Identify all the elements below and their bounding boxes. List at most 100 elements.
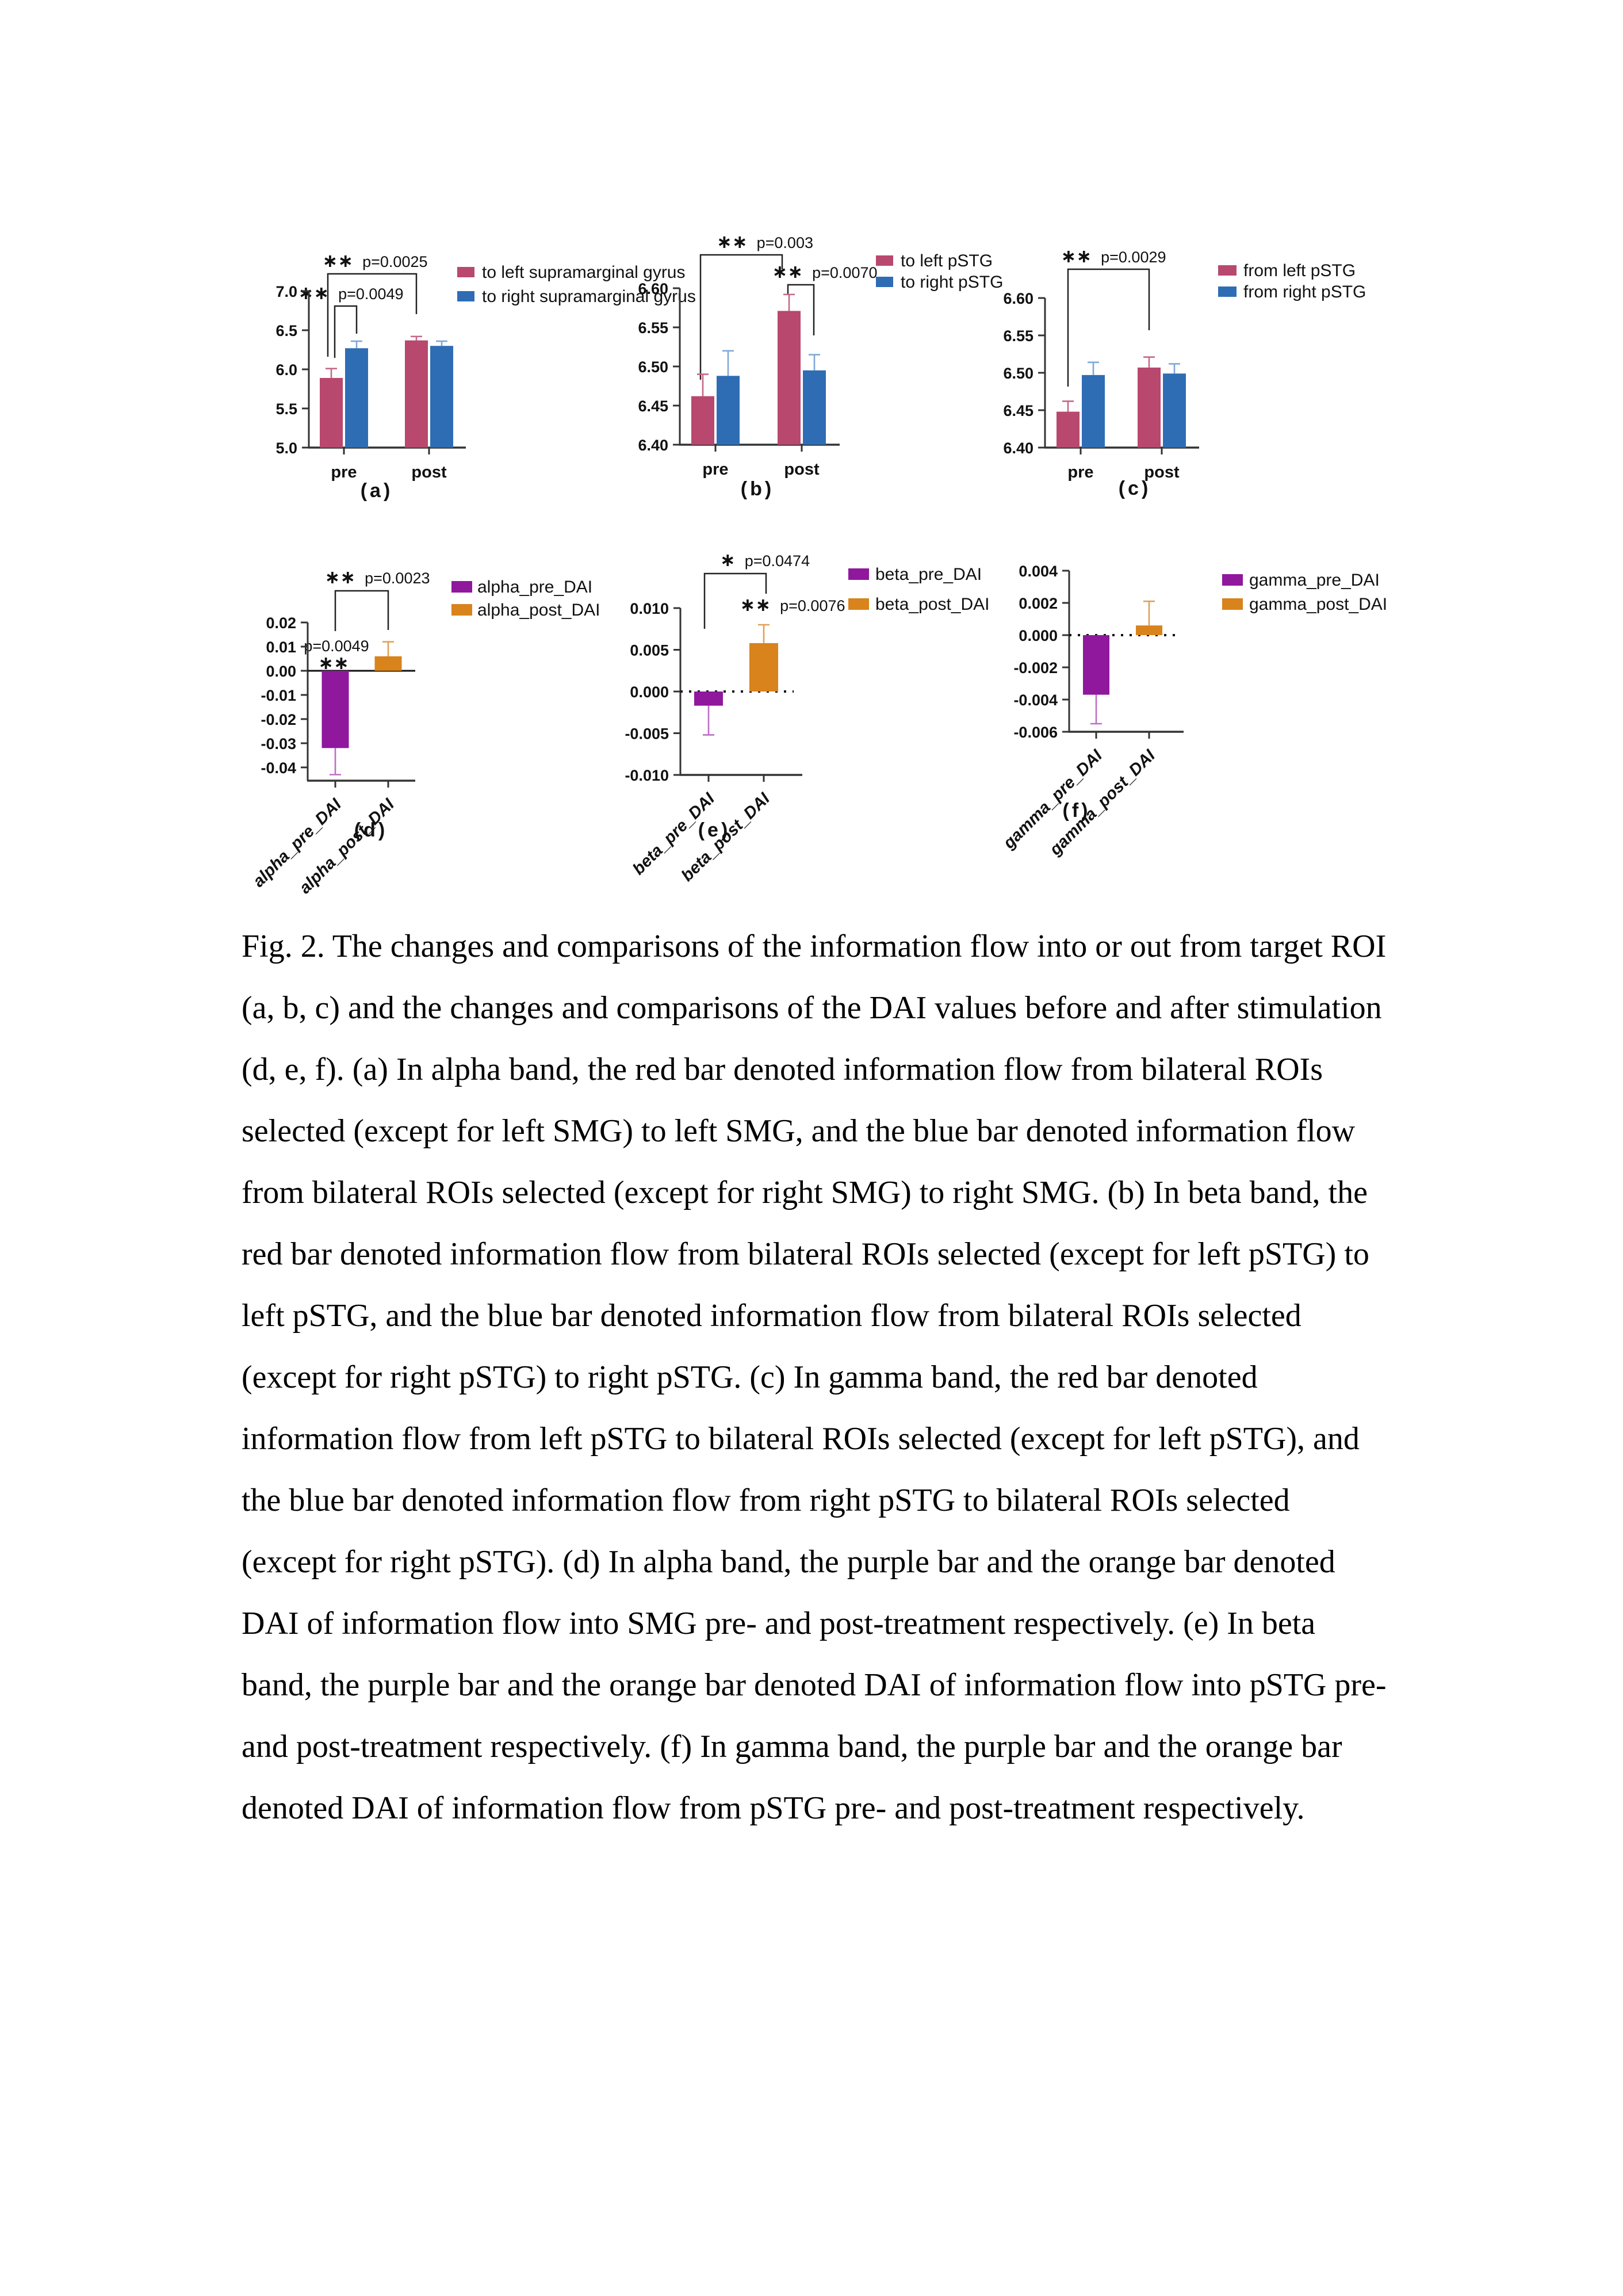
legend-label: gamma_post_DAI	[1249, 595, 1387, 614]
x-tick-label: post	[411, 463, 447, 482]
sig-label: ∗ p=0.0474	[720, 549, 810, 571]
bar-post-left	[405, 340, 428, 448]
x-tick-label: pre	[1067, 463, 1093, 482]
figure-caption: Fig. 2. The changes and comparisons of t…	[242, 929, 1387, 1826]
x-tick-label: post	[784, 460, 820, 479]
y-tick-label: 0.000	[1019, 627, 1058, 644]
bar-alpha_post_DAI	[374, 656, 402, 671]
figure-2-charts: ∗∗ p=0.0025 ∗∗ p=0.0049 5.0 5.5 6.0 6.5 7.0 pre…	[250, 231, 1387, 897]
sig-annotation: ∗∗ p=0.0076	[740, 594, 845, 616]
chart-b: ∗∗ p=0.003 ∗∗ p=0.0070 6.40 6.45 6.50 6.55 6.6…	[638, 231, 1003, 500]
panel-label-b: (b)	[741, 478, 774, 500]
bar-pre-right	[717, 376, 740, 445]
chart-c: ∗∗ p=0.0029 6.40 6.45 6.50 6.55 6.60 pre post fr…	[1003, 245, 1366, 499]
bar-gamma_post_DAI	[1136, 625, 1162, 635]
legend-label: from right pSTG	[1243, 282, 1366, 301]
x-tick-label-rotated: alpha_post_DAI	[296, 795, 398, 897]
legend-swatch	[876, 255, 893, 266]
legend-label: beta_pre_DAI	[875, 565, 982, 584]
legend-swatch	[876, 277, 893, 287]
bar-beta_pre_DAI	[694, 692, 723, 706]
y-tick-label: 6.55	[638, 319, 668, 337]
y-tick-label: 6.55	[1003, 327, 1033, 345]
y-tick-label: 0.02	[266, 614, 296, 632]
bar-pre-left	[1057, 411, 1080, 448]
sig-label: ∗∗ p=0.0023	[325, 566, 430, 588]
legend-swatch	[1222, 574, 1243, 586]
y-tick-label: 6.60	[638, 280, 668, 297]
y-tick-label: 6.60	[1003, 290, 1033, 307]
y-tick-label: 6.50	[1003, 365, 1033, 382]
x-tick-label-rotated: alpha_pre_DAI	[250, 795, 346, 891]
y-tick-label: 6.0	[275, 361, 297, 379]
y-tick-label: 0.005	[630, 642, 669, 659]
y-tick-label: 0.002	[1019, 595, 1058, 612]
sig-label: ∗∗ p=0.003	[717, 231, 813, 253]
y-tick-label: 6.45	[1003, 402, 1033, 419]
panel-label-e: (e)	[698, 819, 731, 841]
sig-label: ∗∗ p=0.0025	[323, 250, 428, 272]
y-tick-label: 6.45	[638, 398, 668, 415]
legend-label: to right pSTG	[901, 273, 1003, 292]
x-tick-label: post	[1144, 463, 1180, 482]
y-tick-label: 5.5	[275, 400, 297, 418]
sig-label: ∗∗ p=0.0029	[1061, 245, 1166, 267]
y-tick-label: -0.005	[625, 725, 669, 743]
panel-label-a: (a)	[361, 480, 393, 502]
bar-post-right	[803, 370, 826, 445]
legend-swatch	[457, 291, 474, 301]
legend-label: beta_post_DAI	[875, 595, 989, 614]
x-tick-label: pre	[702, 460, 728, 479]
legend-swatch	[457, 267, 474, 277]
bar-pre-left	[691, 396, 714, 445]
y-tick-label: 0.004	[1019, 563, 1058, 580]
y-tick-label: -0.01	[261, 687, 296, 704]
y-tick-label: 5.0	[275, 440, 297, 457]
y-tick-label: 6.40	[638, 437, 668, 454]
legend-label: from left pSTG	[1243, 261, 1356, 280]
sig-bracket	[334, 305, 358, 358]
y-tick-label: -0.04	[261, 759, 296, 777]
chart-f: 0.004 0.002 0.000 -0.002 -0.004 -0.006 gamma_p…	[1000, 563, 1387, 859]
legend-swatch	[1218, 265, 1237, 276]
sig-annotation: p=0.0049	[304, 637, 369, 655]
bar-post-left	[1138, 367, 1161, 448]
sig-bracket	[787, 284, 815, 335]
bar-gamma_pre_DAI	[1083, 635, 1109, 695]
chart-a: ∗∗ p=0.0025 ∗∗ p=0.0049 5.0 5.5 6.0 6.5 7.0 pre…	[275, 250, 695, 502]
bar-alpha_pre_DAI	[321, 670, 349, 748]
x-tick-label: pre	[331, 463, 357, 482]
bar-beta_post_DAI	[749, 643, 778, 692]
y-tick-label: -0.03	[261, 735, 296, 752]
y-tick-label: 0.00	[266, 663, 296, 680]
panel-label-c: (c)	[1119, 477, 1151, 499]
y-tick-label: 6.40	[1003, 440, 1033, 457]
legend-label: to right supramarginal gyrus	[482, 287, 696, 306]
bar-pre-left	[320, 377, 343, 448]
sig-bracket	[1067, 268, 1150, 387]
sig-bracket	[703, 572, 767, 629]
y-tick-label: 6.5	[275, 322, 297, 339]
bar-post-left	[778, 311, 801, 445]
bar-post-right	[1163, 373, 1186, 448]
y-tick-label: -0.004	[1013, 692, 1058, 709]
y-tick-label: -0.02	[261, 711, 296, 728]
legend-swatch	[1222, 598, 1243, 610]
legend-label: to left pSTG	[901, 251, 993, 270]
sig-label: ∗∗ p=0.0049	[298, 282, 404, 304]
y-tick-label: 0.010	[630, 600, 669, 617]
chart-d: ∗∗ p=0.0023p=0.0049∗∗0.020.010.00-0.01-0…	[250, 566, 600, 897]
legend-label: alpha_pre_DAI	[477, 578, 592, 597]
bar-post-right	[430, 346, 453, 448]
sig-bracket	[327, 273, 418, 357]
legend-swatch	[848, 568, 869, 580]
legend-label: to left supramarginal gyrus	[482, 263, 686, 282]
legend-swatch	[1218, 286, 1237, 297]
bar-pre-right	[345, 348, 368, 448]
legend-swatch	[451, 604, 472, 616]
sig-bracket	[699, 254, 783, 380]
legend-label: gamma_pre_DAI	[1249, 571, 1380, 590]
panel-label-d: (d)	[354, 819, 388, 841]
sig-bracket	[334, 590, 389, 631]
